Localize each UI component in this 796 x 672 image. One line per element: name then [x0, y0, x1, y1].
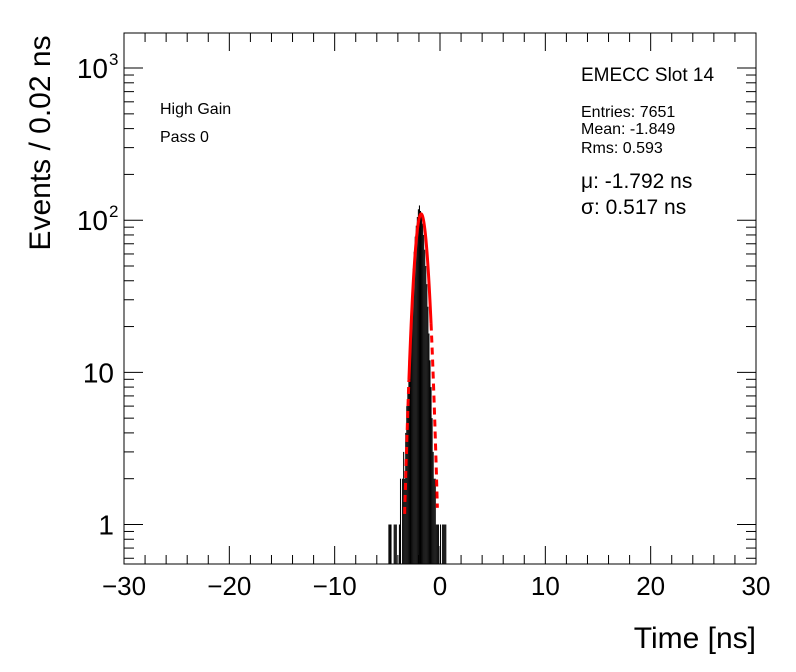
annotation-gain: High Gain [160, 101, 231, 118]
histogram-bar [393, 524, 395, 564]
annotation-pass: Pass 0 [160, 129, 209, 146]
histogram-bar [389, 524, 391, 564]
fit-curve [407, 212, 433, 380]
x-tick-label: 10 [531, 571, 560, 601]
stats-header: EMECC Slot 14 [581, 65, 714, 86]
x-tick-label: −10 [313, 571, 357, 601]
histogram-bar [414, 236, 416, 564]
histogram-bar [424, 249, 426, 564]
y-tick-exponent: 3 [109, 50, 118, 69]
histogram-bar [430, 387, 432, 564]
histogram-bar [421, 215, 423, 564]
histogram-bar [428, 333, 430, 564]
y-tick-label: 10 [77, 205, 108, 236]
histogram-bar [388, 524, 390, 564]
histogram-bar [394, 524, 396, 564]
y-tick-exponent: 2 [109, 202, 118, 221]
histogram-bar [419, 210, 422, 564]
histogram-bar [402, 478, 404, 564]
histogram-bar [429, 360, 431, 564]
histogram-bar [395, 524, 397, 564]
stats-mean: Mean: -1.849 [581, 121, 675, 138]
histogram-bar [422, 223, 424, 564]
fit-tail-right [429, 323, 439, 508]
histogram-bar [425, 266, 427, 564]
histogram-bar [399, 478, 402, 564]
histogram-bar [436, 524, 438, 564]
gaussian-fit [403, 212, 439, 514]
y-tick-label: 10 [83, 357, 114, 388]
histogram-bar [407, 387, 409, 564]
fit-mean: μ: -1.792 ns [581, 170, 692, 193]
y-axis-label: Events / 0.02 ns [24, 35, 57, 250]
x-tick-label: −30 [102, 571, 146, 601]
histogram-bar [431, 418, 433, 564]
y-tick-label: 1 [98, 509, 114, 540]
x-axis-label: Time [ns] [634, 622, 756, 655]
x-tick-label: −20 [207, 571, 251, 601]
histogram-bar [443, 524, 445, 564]
fit-tail-left [403, 379, 411, 514]
histogram-bar [445, 524, 447, 564]
stats-entries: Entries: 7651 [581, 104, 675, 121]
histogram-bar [432, 451, 434, 564]
histogram-bar [444, 524, 446, 564]
histogram-bar [413, 251, 415, 565]
histogram-bar [412, 268, 414, 564]
x-tick-label: 20 [636, 571, 665, 601]
histogram-bar [415, 225, 417, 564]
histogram-bar [435, 524, 437, 564]
histogram-bar [411, 289, 413, 564]
stats-rms: Rms: 0.593 [581, 140, 663, 157]
histogram-bar [437, 524, 439, 564]
histogram-bar [418, 205, 420, 564]
histogram-bar [433, 478, 435, 564]
x-tick-label: 0 [433, 571, 447, 601]
fit-sigma: σ: 0.517 ns [581, 196, 686, 219]
histogram-bars [388, 205, 447, 565]
histogram-bar [423, 234, 425, 564]
y-tick-label: 10 [77, 53, 108, 84]
histogram-bar [426, 284, 428, 564]
histogram-bar [408, 360, 410, 564]
histogram-bar [410, 311, 412, 564]
histogram-bar [427, 306, 429, 564]
histogram-bar [409, 337, 411, 564]
x-tick-label: 30 [742, 571, 771, 601]
histogram-bar [440, 524, 442, 564]
histogram-bar [442, 524, 444, 564]
histogram-bar [390, 524, 392, 564]
histogram-bar [398, 524, 400, 564]
histogram-bar [404, 478, 406, 564]
histogram-bar [434, 478, 436, 564]
histogram-bar [417, 209, 419, 564]
histogram-bar [416, 216, 418, 565]
